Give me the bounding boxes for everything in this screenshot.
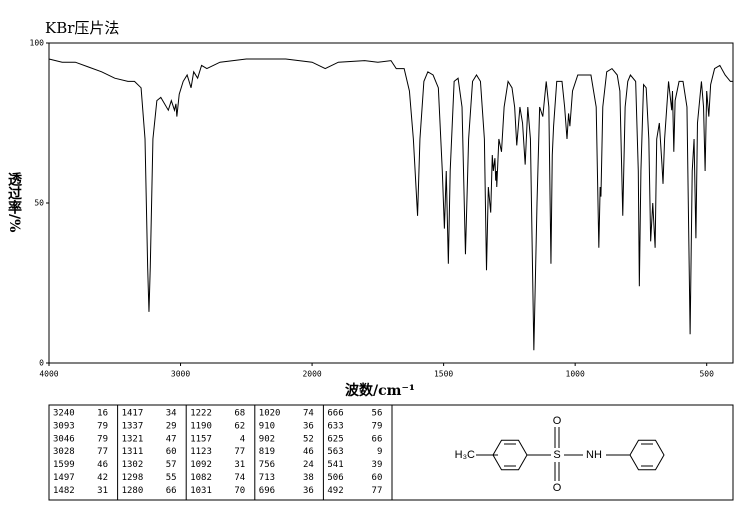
peak-wavenumber: 1020 [259,409,281,419]
peak-wavenumber: 506 [327,473,343,483]
peak-transmittance: 77 [234,447,245,457]
peak-wavenumber: 1031 [190,486,212,496]
y-tick-label: 0 [39,359,44,368]
peak-transmittance: 70 [234,486,245,496]
peak-transmittance: 79 [372,421,383,431]
x-axis-label: 波数/cm⁻¹ [345,382,415,399]
peak-transmittance: 77 [372,486,383,496]
peak-wavenumber: 1298 [122,473,144,483]
sulfur-label: S [553,449,560,461]
peak-wavenumber: 1123 [190,447,212,457]
peak-transmittance: 56 [372,409,383,419]
peak-wavenumber: 1280 [122,486,144,496]
peak-wavenumber: 1157 [190,434,212,444]
peak-wavenumber: 1082 [190,473,212,483]
oxygen-label: O [553,482,562,494]
x-tick-label: 500 [699,370,714,379]
peak-wavenumber: 696 [259,486,275,496]
peak-transmittance: 66 [166,486,177,496]
peak-wavenumber: 492 [327,486,343,496]
peak-wavenumber: 902 [259,434,275,444]
peak-wavenumber: 1497 [53,473,75,483]
peak-transmittance: 47 [166,434,177,444]
y-tick-label: 100 [30,39,45,48]
peak-wavenumber: 1222 [190,409,212,419]
peak-wavenumber: 1599 [53,460,75,470]
peak-wavenumber: 3028 [53,447,75,457]
peak-transmittance: 52 [303,434,314,444]
amine-label: NH [586,449,602,461]
peak-wavenumber: 1321 [122,434,144,444]
peak-transmittance: 79 [97,434,108,444]
peak-transmittance: 68 [234,409,245,419]
peak-transmittance: 57 [166,460,177,470]
y-tick-label: 50 [34,199,44,208]
peak-wavenumber: 3046 [53,434,75,444]
peak-transmittance: 77 [97,447,108,457]
peak-transmittance: 46 [303,447,314,457]
peak-wavenumber: 3093 [53,421,75,431]
x-tick-label: 3000 [171,370,190,379]
peak-transmittance: 66 [372,434,383,444]
peak-wavenumber: 1302 [122,460,144,470]
peak-transmittance: 31 [97,486,108,496]
y-axis-label: 透过率/% [6,172,22,232]
structure [476,427,665,481]
peak-wavenumber: 756 [259,460,275,470]
peak-transmittance: 9 [377,447,382,457]
peak-transmittance: 38 [303,473,314,483]
peak-wavenumber: 1311 [122,447,144,457]
peak-transmittance: 79 [97,421,108,431]
methyl-label: H₃C [455,449,475,461]
peak-transmittance: 55 [166,473,177,483]
peak-transmittance: 74 [303,409,314,419]
peak-wavenumber: 1190 [190,421,212,431]
benzene-ring [629,439,665,471]
peak-wavenumber: 1417 [122,409,144,419]
peak-wavenumber: 541 [327,460,343,470]
peak-transmittance: 42 [97,473,108,483]
x-tick-label: 1500 [434,370,453,379]
peak-wavenumber: 633 [327,421,343,431]
x-tick-label: 4000 [39,370,58,379]
peak-transmittance: 39 [372,460,383,470]
peak-transmittance: 29 [166,421,177,431]
peak-transmittance: 74 [234,473,245,483]
spectrum-line [48,58,733,351]
peak-wavenumber: 563 [327,447,343,457]
peak-transmittance: 4 [240,434,245,444]
peak-wavenumber: 1482 [53,486,75,496]
peak-wavenumber: 713 [259,473,275,483]
peak-transmittance: 36 [303,421,314,431]
peak-transmittance: 60 [166,447,177,457]
peak-wavenumber: 666 [327,409,343,419]
peak-transmittance: 16 [97,409,108,419]
peak-transmittance: 60 [372,473,383,483]
chart-title: KBr压片法 [45,19,119,37]
peak-transmittance: 62 [234,421,245,431]
peak-wavenumber: 910 [259,421,275,431]
oxygen-label: O [553,415,562,427]
peak-wavenumber: 625 [327,434,343,444]
peak-transmittance: 34 [166,409,177,419]
peak-transmittance: 24 [303,460,314,470]
benzene-ring [492,439,528,471]
peak-transmittance: 36 [303,486,314,496]
x-tick-label: 1000 [566,370,585,379]
peak-transmittance: 46 [97,460,108,470]
x-tick-label: 2000 [302,370,321,379]
peak-table-frame [48,404,734,501]
peak-wavenumber: 1092 [190,460,212,470]
peak-transmittance: 31 [234,460,245,470]
peak-wavenumber: 819 [259,447,275,457]
peak-wavenumber: 1337 [122,421,144,431]
peak-wavenumber: 3240 [53,409,75,419]
